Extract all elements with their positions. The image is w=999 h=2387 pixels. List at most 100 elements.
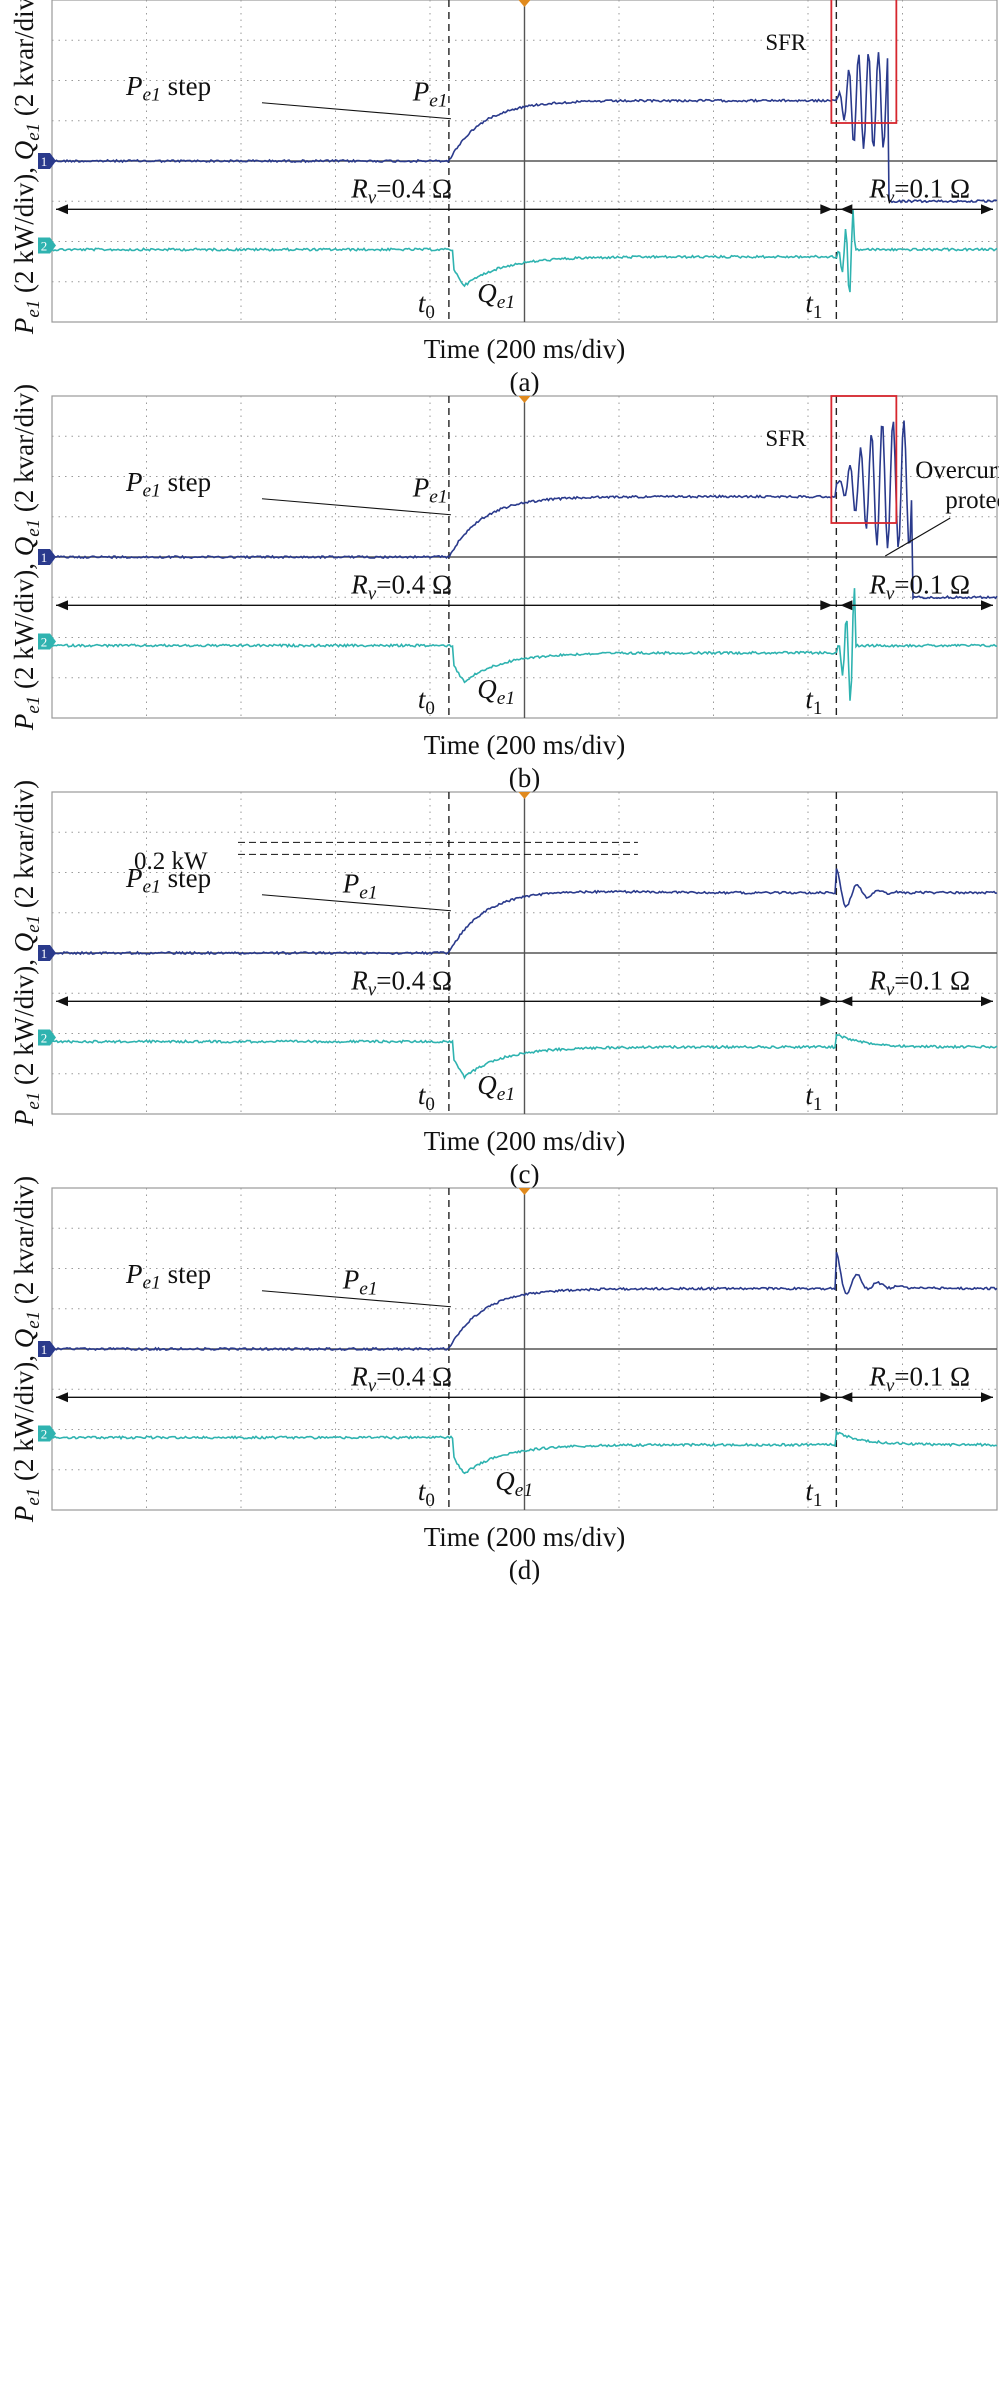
arrow-head-icon [56, 996, 68, 1007]
arrow-head-icon [820, 996, 833, 1007]
channel-marker-label: 1 [41, 946, 48, 961]
arrow-head-icon [820, 600, 833, 611]
channel-marker-icon [38, 633, 56, 650]
qe1-trace-label: Qe1 [477, 674, 515, 709]
channel-marker-label: 2 [41, 1427, 48, 1442]
x-axis-label: Time (200 ms/div) [424, 1522, 626, 1552]
qe1-trace-label: Qe1 [495, 1466, 533, 1501]
trigger-marker-icon [518, 396, 531, 403]
channel-marker-icon [38, 945, 56, 961]
arrow-head-icon [981, 600, 993, 611]
sfr-label: SFR [765, 30, 807, 55]
time-marker-label: t1 [805, 1080, 822, 1115]
pe1-step-leader [261, 894, 451, 912]
channel-marker-label: 2 [41, 239, 48, 254]
rv-after-label: Rv=0.1 Ω [868, 569, 970, 604]
time-marker-label: t0 [418, 1080, 435, 1115]
channel-marker-label: 2 [41, 1031, 48, 1046]
channel-marker-icon [38, 549, 56, 565]
qe1-trace-label: Qe1 [477, 1070, 515, 1105]
arrow-head-icon [56, 204, 68, 215]
x-axis-label: Time (200 ms/div) [424, 1126, 626, 1156]
qe1-trace-label: Qe1 [477, 278, 515, 313]
panel-caption: (d) [509, 1555, 540, 1585]
arrow-head-icon [56, 600, 68, 611]
scope-panel-c: t0 t1 1 2 Rv=0.4 Ω Rv=0.1 Ω 0.2 kW Pe1 (2 kW/di… [9, 780, 998, 1189]
trigger-marker-icon [518, 792, 531, 799]
channel-marker-label: 1 [41, 154, 48, 169]
channel-marker-label: 2 [41, 635, 48, 650]
time-marker-label: t1 [805, 288, 822, 323]
channel-marker-icon [38, 1341, 56, 1357]
pe1-step-label: Pe1 step [125, 467, 211, 502]
time-marker-label: t1 [805, 1476, 822, 1511]
rv-before-label: Rv=0.4 Ω [350, 965, 452, 1000]
arrow-head-icon [840, 204, 853, 215]
arrow-head-icon [981, 204, 993, 215]
channel-marker-label: 1 [41, 1342, 48, 1357]
panel-caption: (b) [509, 763, 540, 793]
time-marker-label: t1 [805, 684, 822, 719]
pe1-step-label: Pe1 step [125, 863, 211, 898]
time-marker-label: t0 [418, 288, 435, 323]
scope-panel-d: t0 t1 1 2 Rv=0.4 Ω Rv=0.1 Ω Pe1 (2 kW/div), Qe… [9, 1176, 998, 1585]
y-axis-label: Pe1 (2 kW/div), Qe1 (2 kvar/div) [9, 780, 44, 1127]
overcurrent-label: Overcurrent [915, 457, 999, 484]
pe1-step-leader [261, 498, 451, 516]
pe1-step-leader [261, 1290, 451, 1308]
trace-Q_e1 [52, 1033, 998, 1080]
pe1-trace-label: Pe1 [342, 868, 378, 903]
arrow-head-icon [840, 1392, 853, 1403]
channel-marker-icon [38, 1425, 56, 1442]
time-marker-label: t0 [418, 684, 435, 719]
rv-after-label: Rv=0.1 Ω [868, 965, 970, 1000]
overshoot-label: 0.2 kW [134, 848, 208, 875]
x-axis-label: Time (200 ms/div) [424, 730, 626, 760]
rv-after-label: Rv=0.1 Ω [868, 1361, 970, 1396]
trigger-marker-icon [518, 0, 531, 7]
arrow-head-icon [820, 204, 833, 215]
overcurrent-label: protection [945, 487, 999, 514]
pe1-trace-label: Pe1 [412, 472, 448, 507]
overcurrent-leader [884, 517, 951, 557]
rv-before-label: Rv=0.4 Ω [350, 173, 452, 208]
panel-caption: (c) [510, 1159, 540, 1189]
channel-marker-label: 1 [41, 550, 48, 565]
scope-panel-b: t0 t1 1 2 Rv=0.4 Ω Rv=0.1 Ω SFR Overcurrent prot… [9, 384, 999, 793]
trace-P_e1 [52, 868, 998, 956]
time-marker-label: t0 [418, 1476, 435, 1511]
pe1-trace-label: Pe1 [412, 76, 448, 111]
arrow-head-icon [840, 996, 853, 1007]
sfr-label: SFR [765, 426, 807, 451]
trace-Q_e1 [51, 588, 998, 701]
rv-before-label: Rv=0.4 Ω [350, 569, 452, 604]
sfr-highlight-box [830, 395, 898, 524]
x-axis-label: Time (200 ms/div) [424, 334, 626, 364]
arrow-head-icon [820, 1392, 833, 1403]
sfr-highlight-box [830, 0, 898, 124]
channel-marker-icon [38, 237, 56, 254]
rv-after-label: Rv=0.1 Ω [868, 173, 970, 208]
trace-Q_e1 [51, 209, 998, 293]
trace-Q_e1 [51, 1429, 998, 1475]
trigger-marker-icon [518, 1188, 531, 1195]
pe1-trace-label: Pe1 [342, 1264, 378, 1299]
scope-panel-a: t0 t1 1 2 Rv=0.4 Ω Rv=0.1 Ω SFR Pe1 (2 kW/div),… [9, 0, 998, 397]
arrow-head-icon [840, 600, 853, 611]
channel-marker-icon [38, 153, 56, 169]
y-axis-label: Pe1 (2 kW/div), Qe1 (2 kvar/div) [9, 0, 44, 335]
arrow-head-icon [981, 996, 993, 1007]
arrow-head-icon [981, 1392, 993, 1403]
y-axis-label: Pe1 (2 kW/div), Qe1 (2 kvar/div) [9, 1176, 44, 1523]
rv-before-label: Rv=0.4 Ω [350, 1361, 452, 1396]
channel-marker-icon [38, 1029, 56, 1046]
pe1-step-label: Pe1 step [125, 1259, 211, 1294]
pe1-step-leader [261, 102, 451, 120]
trace-P_e1 [51, 420, 998, 601]
pe1-step-label: Pe1 step [125, 71, 211, 106]
trace-P_e1 [52, 52, 998, 204]
trace-P_e1 [51, 1251, 998, 1352]
y-axis-label: Pe1 (2 kW/div), Qe1 (2 kvar/div) [9, 384, 44, 731]
